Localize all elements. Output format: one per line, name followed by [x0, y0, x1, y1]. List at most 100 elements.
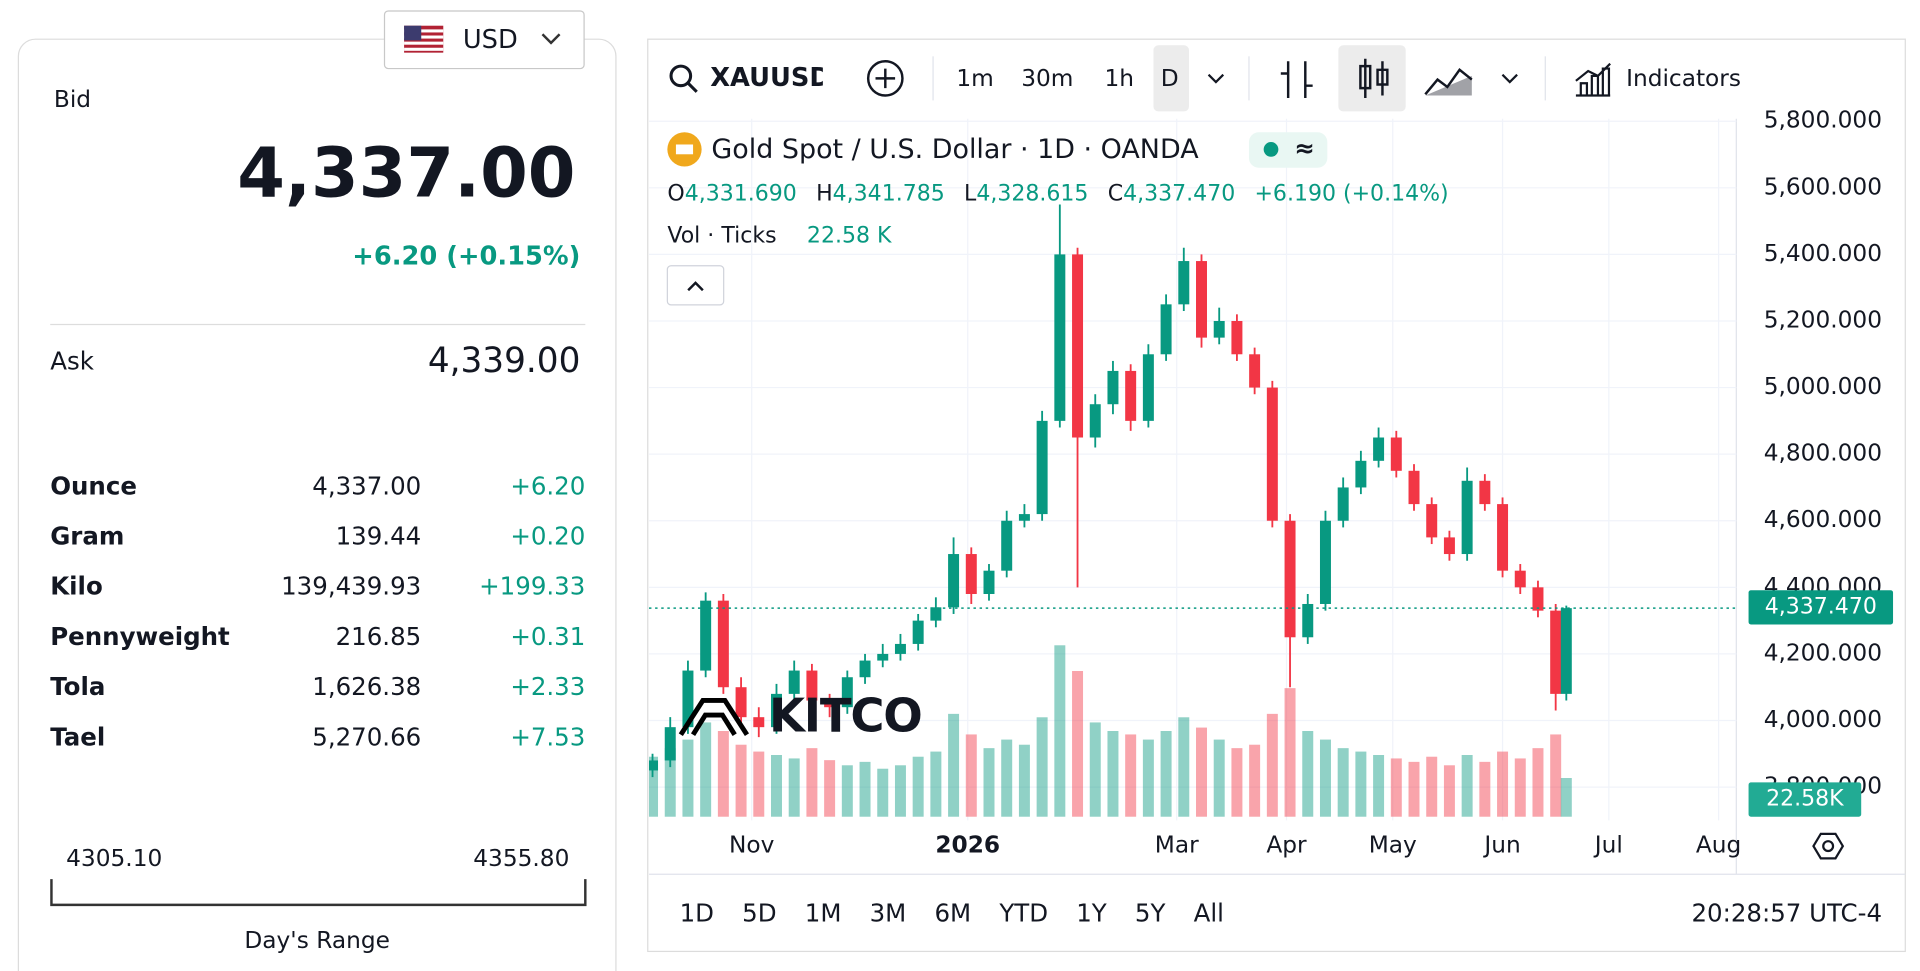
range-button[interactable]: 3M: [870, 899, 907, 928]
toolbar: XAUUSD 1m 30m 1h D Indicators: [669, 45, 1741, 112]
change: +199.33: [479, 572, 585, 601]
symbol[interactable]: XAUUSD: [710, 63, 831, 93]
volume-bar: [1514, 758, 1526, 817]
range-button[interactable]: 6M: [934, 899, 971, 928]
volume-bar: [877, 768, 889, 817]
candle-body: [1443, 537, 1455, 555]
badges: 4,337.470 22.58K: [1748, 590, 1894, 817]
candle-body: [859, 660, 871, 678]
range-button[interactable]: All: [1194, 899, 1224, 928]
ohlc-value: 4,341.785: [833, 182, 945, 207]
indicators[interactable]: Indicators: [1626, 65, 1741, 92]
volume-bar: [648, 756, 659, 817]
range-bar: [50, 879, 587, 907]
interval[interactable]: 30m: [1021, 65, 1073, 92]
range-button[interactable]: 5Y: [1135, 899, 1166, 928]
volume-bar: [788, 758, 800, 817]
change: +6.20: [510, 471, 585, 500]
volume-bar: [1266, 713, 1278, 817]
legend: Gold Spot / U.S. Dollar · 1D · OANDA ≈ O…: [666, 132, 1449, 306]
volume-bar: [965, 734, 977, 817]
candle-body: [1142, 354, 1154, 421]
candle-body: [824, 700, 836, 708]
candle-body: [1550, 610, 1562, 694]
volume-bar: [948, 713, 960, 817]
volume-bar: [1550, 734, 1562, 817]
volume-bar: [1018, 744, 1030, 817]
volume-bar: [1408, 761, 1420, 817]
volume-bar: [682, 739, 694, 817]
candle-body: [894, 643, 906, 654]
volume-bar: [930, 751, 942, 817]
candle-body: [1284, 520, 1296, 638]
ohlc-change: +6.190 (+0.14%): [1254, 182, 1448, 207]
range-button[interactable]: 1D: [680, 899, 714, 928]
range-button[interactable]: 5D: [742, 899, 776, 928]
candle-body: [1054, 254, 1066, 421]
change: +0.20: [510, 522, 585, 551]
last-price-badge: 4,337.470: [1765, 594, 1877, 619]
interval[interactable]: 1h: [1104, 65, 1134, 92]
settings-icon[interactable]: [1812, 832, 1845, 860]
unit: Ounce: [50, 471, 137, 500]
x-tick-label: Mar: [1155, 832, 1199, 859]
watermark: KITCO: [678, 688, 923, 742]
x-tick-label: 2026: [935, 832, 1000, 859]
volume-bar: [1461, 755, 1473, 817]
currency-select[interactable]: USD: [383, 10, 585, 70]
candle-body: [930, 607, 942, 621]
candle-body: [1426, 504, 1438, 538]
volume-bar: [1196, 727, 1207, 817]
volume-bar: [1390, 758, 1402, 817]
x-tick-label: Nov: [729, 832, 775, 859]
candle-body: [1373, 437, 1385, 461]
candle-body: [1497, 504, 1509, 571]
price: 139.44: [336, 522, 422, 551]
svg-text:≈: ≈: [1294, 133, 1315, 162]
ask: 4,339.00: [428, 341, 581, 381]
candle-body: [1018, 514, 1030, 521]
candles: [648, 204, 1737, 778]
volume-bar: [1302, 731, 1314, 817]
unit: Gram: [50, 522, 124, 551]
x-tick-label: Aug: [1696, 832, 1741, 859]
collapse-button[interactable]: [666, 265, 725, 306]
volume-bar: [824, 760, 836, 817]
candle-body: [735, 687, 747, 718]
volume-bar: [912, 756, 924, 817]
candle-body: [664, 727, 676, 761]
volume-bar: [983, 748, 995, 817]
range-button[interactable]: 1Y: [1076, 899, 1107, 928]
change: +0.31: [510, 622, 585, 651]
volume-badge: 22.58K: [1766, 787, 1844, 812]
candle-body: [1160, 304, 1172, 355]
candle-body: [1213, 320, 1225, 338]
price: 1,626.38: [312, 672, 421, 701]
candle-body: [1196, 261, 1207, 338]
ohlc-key: O: [667, 182, 684, 207]
candle-body: [841, 677, 853, 708]
ohlc-key: L: [964, 182, 977, 207]
range-button[interactable]: 1M: [805, 899, 842, 928]
candle-body: [1337, 487, 1349, 521]
range-button[interactable]: YTD: [998, 899, 1048, 928]
change: +2.33: [510, 672, 585, 701]
volume-bar: [1479, 761, 1491, 817]
interval[interactable]: 1m: [956, 65, 993, 92]
interval[interactable]: D: [1161, 65, 1179, 92]
candle-body: [806, 670, 818, 701]
volume-bar: [1560, 778, 1572, 817]
price: 139,439.93: [281, 572, 421, 601]
volume-bar: [894, 765, 906, 817]
y-tick-label: 4,600.000: [1764, 506, 1882, 533]
candle-body: [1231, 320, 1243, 355]
y-tick-label: 4,000.000: [1764, 706, 1882, 733]
ohlc-value: 4,337.470: [1123, 182, 1235, 207]
volume-bar: [1532, 748, 1544, 817]
volume-bar: [1142, 739, 1154, 817]
candle-body: [1249, 354, 1261, 388]
volume-bar: [841, 765, 853, 817]
watermark-text: KITCO: [769, 688, 922, 742]
candle-body: [771, 693, 782, 728]
